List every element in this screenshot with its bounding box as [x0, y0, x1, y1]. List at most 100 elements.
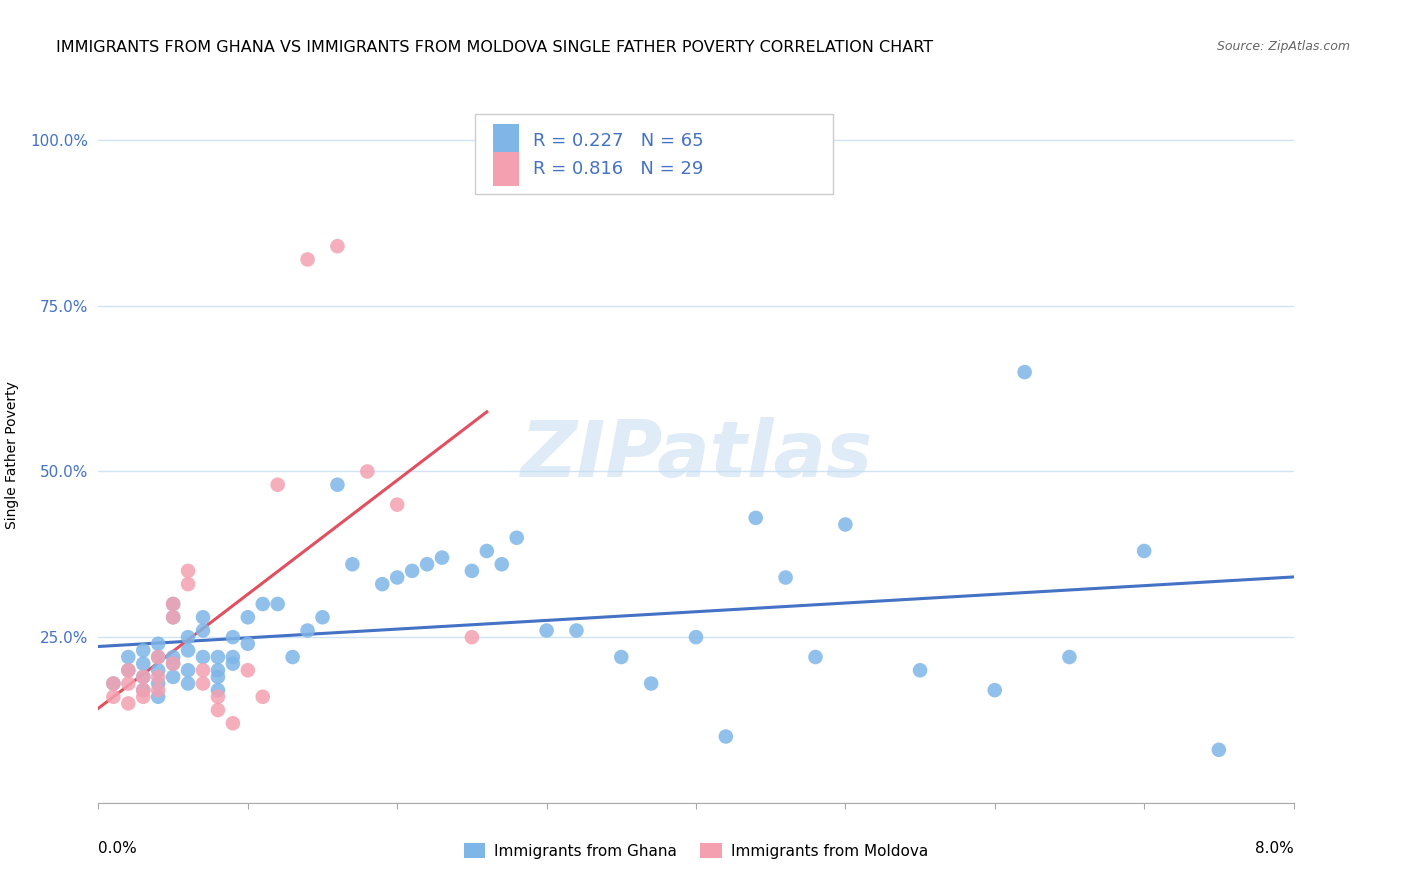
Point: [506, 531, 529, 545]
Point: [117, 697, 139, 711]
Point: [281, 650, 304, 665]
Point: [416, 558, 439, 572]
Point: [326, 239, 349, 253]
Point: [475, 544, 498, 558]
Point: [132, 657, 155, 671]
Point: [162, 597, 184, 611]
Point: [236, 637, 259, 651]
Point: [714, 730, 737, 744]
Point: [461, 630, 484, 644]
Point: [775, 570, 797, 584]
Point: [356, 465, 378, 479]
FancyBboxPatch shape: [475, 114, 834, 194]
Point: [148, 676, 170, 690]
Point: [401, 564, 423, 578]
Point: [207, 670, 229, 684]
Point: [132, 683, 155, 698]
Point: [297, 624, 319, 638]
Point: [132, 690, 155, 704]
Text: R = 0.227   N = 65: R = 0.227 N = 65: [533, 132, 704, 150]
Point: [640, 676, 662, 690]
Point: [461, 564, 484, 578]
Point: [685, 630, 707, 644]
Point: [536, 624, 558, 638]
Point: [103, 676, 125, 690]
Point: [117, 663, 139, 677]
Point: [984, 683, 1007, 698]
Point: [162, 597, 184, 611]
Point: [207, 703, 229, 717]
Y-axis label: Single Father Poverty: Single Father Poverty: [4, 381, 18, 529]
Point: [207, 683, 229, 698]
Point: [326, 477, 349, 491]
Point: [610, 650, 633, 665]
Text: IMMIGRANTS FROM GHANA VS IMMIGRANTS FROM MOLDOVA SINGLE FATHER POVERTY CORRELATI: IMMIGRANTS FROM GHANA VS IMMIGRANTS FROM…: [56, 40, 934, 55]
Point: [148, 683, 170, 698]
Point: [342, 558, 364, 572]
Legend: Immigrants from Ghana, Immigrants from Moldova: Immigrants from Ghana, Immigrants from M…: [458, 837, 934, 864]
Point: [177, 643, 200, 657]
Point: [162, 657, 184, 671]
Point: [267, 477, 290, 491]
Point: [745, 511, 768, 525]
Point: [148, 650, 170, 665]
Point: [804, 650, 827, 665]
Point: [491, 558, 513, 572]
Point: [207, 663, 229, 677]
Point: [148, 670, 170, 684]
Point: [222, 630, 245, 644]
Point: [222, 657, 245, 671]
Point: [385, 498, 409, 512]
Point: [565, 624, 588, 638]
Point: [177, 676, 200, 690]
Point: [1059, 650, 1081, 665]
Point: [834, 517, 856, 532]
Point: [222, 650, 245, 665]
Point: [177, 577, 200, 591]
Point: [148, 663, 170, 677]
Point: [177, 663, 200, 677]
Point: [311, 610, 333, 624]
Point: [191, 650, 214, 665]
Point: [103, 676, 125, 690]
Point: [132, 670, 155, 684]
Text: 0.0%: 0.0%: [98, 841, 138, 856]
Point: [132, 670, 155, 684]
Point: [191, 610, 214, 624]
Text: 8.0%: 8.0%: [1254, 841, 1294, 856]
Point: [162, 610, 184, 624]
Point: [117, 663, 139, 677]
Point: [117, 676, 139, 690]
Point: [236, 663, 259, 677]
Point: [162, 650, 184, 665]
Text: Source: ZipAtlas.com: Source: ZipAtlas.com: [1216, 40, 1350, 54]
Point: [1133, 544, 1156, 558]
Point: [177, 564, 200, 578]
Point: [148, 690, 170, 704]
Point: [252, 597, 274, 611]
Point: [132, 683, 155, 698]
Point: [162, 610, 184, 624]
Point: [385, 570, 409, 584]
Point: [117, 650, 139, 665]
Point: [191, 676, 214, 690]
Point: [252, 690, 274, 704]
Point: [908, 663, 931, 677]
Point: [148, 650, 170, 665]
Point: [267, 597, 290, 611]
Point: [1014, 365, 1036, 379]
Point: [430, 550, 453, 565]
Text: R = 0.816   N = 29: R = 0.816 N = 29: [533, 160, 704, 178]
Point: [1208, 743, 1230, 757]
Point: [222, 716, 245, 731]
Point: [236, 610, 259, 624]
Point: [207, 650, 229, 665]
Point: [191, 663, 214, 677]
Point: [191, 624, 214, 638]
Text: ZIPatlas: ZIPatlas: [520, 417, 872, 493]
FancyBboxPatch shape: [494, 153, 519, 186]
Point: [371, 577, 394, 591]
Point: [103, 690, 125, 704]
FancyBboxPatch shape: [494, 124, 519, 158]
Point: [132, 643, 155, 657]
